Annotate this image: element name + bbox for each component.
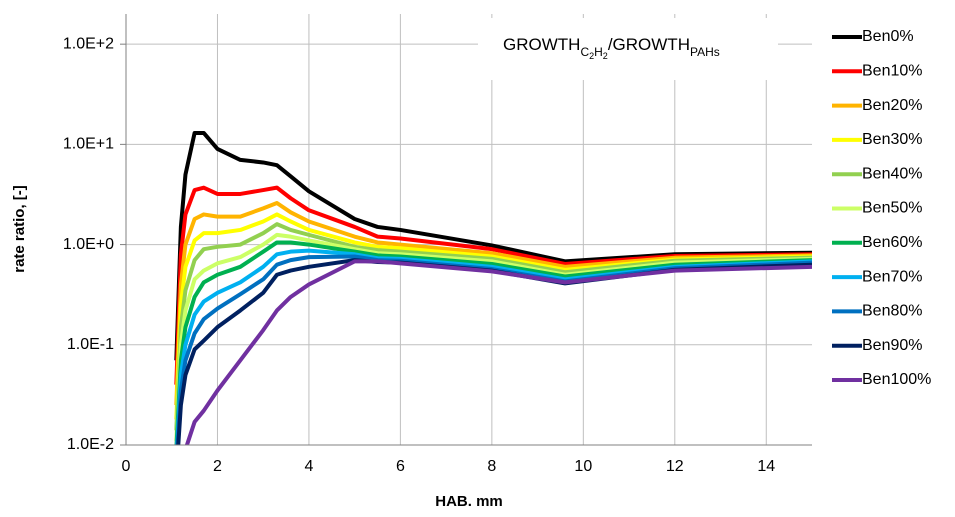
x-tick-label: 2 (213, 458, 222, 475)
series-line (174, 222, 812, 431)
legend-label: Ben30% (862, 131, 923, 148)
legend-label: Ben80% (862, 303, 923, 320)
y-axis-label: rate ratio, [-] (11, 185, 28, 273)
annotation-part: 2 (603, 51, 608, 61)
annotation-box (478, 18, 778, 80)
y-tick-label: 1.0E-2 (67, 436, 114, 453)
series-line (174, 185, 812, 385)
legend-label: Ben90% (862, 337, 923, 354)
series-line (174, 130, 812, 361)
annotation-part: GROWTH (503, 35, 580, 54)
legend-label: Ben0% (862, 28, 914, 45)
legend-label: Ben100% (862, 371, 931, 388)
x-tick-label: 6 (396, 458, 405, 475)
x-tick-label: 0 (122, 458, 131, 475)
series-line (174, 240, 812, 445)
legend-label: Ben40% (862, 165, 923, 182)
legend-label: Ben10% (862, 63, 923, 80)
series-line (175, 248, 812, 445)
x-tick-label: 8 (487, 458, 496, 475)
y-tick-label: 1.0E+2 (63, 35, 114, 52)
x-tick-label: 10 (574, 458, 592, 475)
x-axis-label: HAB. mm (435, 493, 503, 510)
series-line (184, 259, 812, 445)
x-tick-label: 4 (304, 458, 313, 475)
annotation-part: 2 (589, 51, 594, 61)
y-tick-label: 1.0E-1 (67, 336, 114, 353)
legend-label: Ben70% (862, 268, 923, 285)
x-tick-label: 14 (757, 458, 775, 475)
plot-lines (174, 130, 812, 445)
annotation-part: C (580, 45, 589, 59)
annotation-part: /GROWTH (608, 35, 690, 54)
series-line (174, 232, 812, 441)
legend-label: Ben20% (862, 97, 923, 114)
annotation-part: PAHs (690, 45, 720, 59)
legend-label: Ben60% (862, 234, 923, 251)
series-line (174, 200, 812, 406)
y-tick-label: 1.0E+0 (63, 236, 114, 253)
annotation-part: H (594, 45, 603, 59)
legend-label: Ben50% (862, 200, 923, 217)
x-tick-label: 12 (666, 458, 684, 475)
annotation: GROWTHC2H2/GROWTHPAHs (503, 35, 720, 61)
series-line (174, 212, 812, 420)
y-tick-label: 1.0E+1 (63, 136, 114, 153)
